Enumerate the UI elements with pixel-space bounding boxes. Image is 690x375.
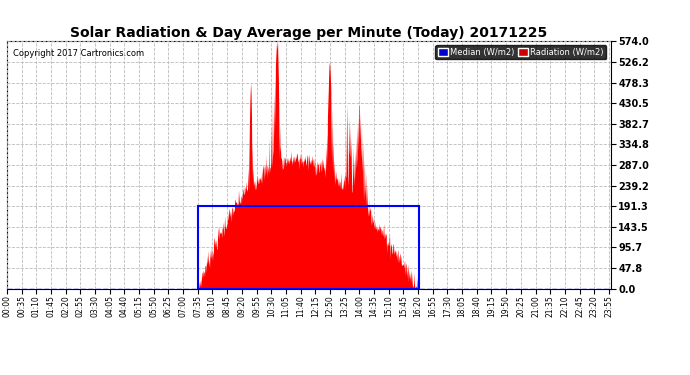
Title: Solar Radiation & Day Average per Minute (Today) 20171225: Solar Radiation & Day Average per Minute… [70, 26, 547, 40]
Bar [198, 206, 419, 289]
Text: Copyright 2017 Cartronics.com: Copyright 2017 Cartronics.com [13, 49, 144, 58]
Legend: Median (W/m2), Radiation (W/m2): Median (W/m2), Radiation (W/m2) [435, 45, 607, 59]
